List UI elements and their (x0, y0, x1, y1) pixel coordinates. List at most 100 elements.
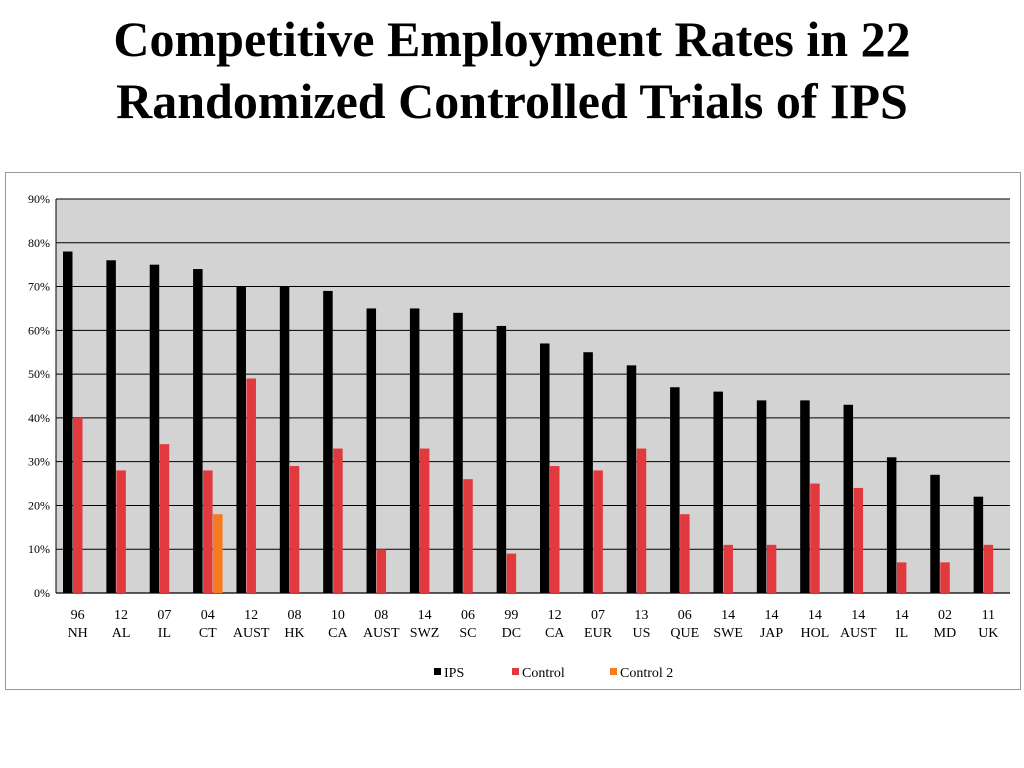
bar-control (550, 466, 560, 593)
x-tick-label-site: HK (284, 626, 304, 641)
x-tick-label-site: MD (934, 626, 957, 641)
bar-ips (63, 251, 73, 593)
bar-ips (366, 308, 377, 593)
x-tick-label-site: US (632, 626, 650, 641)
x-tick-label-site: EUR (584, 626, 613, 641)
x-tick-label-year: 12 (114, 608, 128, 623)
x-tick-label-site: IL (158, 626, 171, 641)
bar-ips (540, 343, 550, 593)
x-tick-label-year: 13 (634, 608, 648, 623)
bar-ips (236, 286, 246, 593)
bar-control (463, 479, 473, 593)
x-tick-label-year: 14 (808, 608, 822, 623)
bar-control (73, 417, 83, 593)
legend-swatch (610, 668, 617, 675)
bar-ips (496, 325, 507, 593)
x-tick-label-site: UK (978, 626, 998, 641)
y-tick-label: 70% (28, 280, 50, 294)
y-tick-label: 50% (28, 367, 50, 381)
x-tick-label-year: 06 (461, 608, 475, 623)
x-tick-label-site: NH (68, 626, 88, 641)
bar-ips (800, 400, 810, 593)
y-tick-label: 20% (28, 498, 50, 512)
x-tick-label-site: CA (328, 626, 348, 641)
bar-control (159, 444, 170, 593)
x-tick-label-year: 99 (504, 608, 518, 623)
legend-label: Control (522, 666, 565, 681)
x-tick-label-year: 08 (288, 608, 302, 623)
x-tick-label-year: 14 (895, 608, 909, 623)
bar-ips (756, 400, 767, 593)
x-tick-label-site: AL (112, 626, 131, 641)
title-line-1: Competitive Employment Rates in 22 (113, 11, 911, 67)
bar-chart: 0% 10% 20% 30% 40% 50% 60% 70% 80% 90% 96 NH 12 AL 07 I… (28, 192, 1010, 681)
x-tick-label-year: 11 (982, 608, 995, 623)
bar-control (116, 470, 126, 593)
x-tick-label-site: AUST (840, 626, 877, 641)
y-tick-label: 80% (28, 236, 50, 250)
bar-ips (973, 496, 984, 593)
title-line-2: Randomized Controlled Trials of IPS (116, 73, 908, 129)
legend-swatch (434, 668, 441, 675)
x-tick-label-site: QUE (670, 626, 699, 641)
x-tick-label-year: 12 (244, 608, 258, 623)
y-tick-label: 60% (28, 323, 50, 337)
legend-swatch (512, 668, 519, 675)
bar-control (983, 544, 994, 593)
x-tick-label-year: 14 (721, 608, 735, 623)
x-tick-label-year: 06 (678, 608, 692, 623)
bar-control (853, 487, 864, 593)
bar-ips (279, 286, 290, 593)
bar-ips (149, 264, 160, 593)
x-tick-label-site: HOL (800, 626, 829, 641)
x-tick-label-site: AUST (363, 626, 400, 641)
bar-ips (193, 269, 203, 593)
bar-ips (930, 474, 940, 593)
x-tick-label-year: 12 (548, 608, 562, 623)
x-tick-label-site: SWE (713, 626, 743, 641)
bar-control (723, 544, 733, 593)
x-tick-label-site: CA (545, 626, 565, 641)
bar-control-2 (213, 514, 223, 593)
bar-control (506, 553, 517, 593)
x-tick-label-year: 02 (938, 608, 952, 623)
x-tick-label-site: IL (895, 626, 908, 641)
x-tick-label-year: 07 (591, 608, 605, 623)
bar-ips (106, 260, 116, 593)
legend-label: Control 2 (620, 666, 673, 681)
bar-control (766, 544, 777, 593)
bar-control (940, 562, 950, 593)
bar-control (896, 562, 907, 593)
y-tick-label: 40% (28, 411, 50, 425)
bar-control (593, 470, 603, 593)
bar-control (333, 448, 343, 593)
chart-frame: 0% 10% 20% 30% 40% 50% 60% 70% 80% 90% 96 NH 12 AL 07 I… (5, 172, 1021, 690)
bar-control (203, 470, 213, 593)
x-tick-label-site: SC (459, 626, 476, 641)
x-tick-label-year: 96 (71, 608, 85, 623)
bar-ips (843, 404, 854, 593)
bar-control (246, 378, 256, 593)
page-title: Competitive Employment Rates in 22 Rando… (0, 8, 1024, 132)
bar-control (636, 448, 647, 593)
x-tick-label-site: DC (502, 626, 521, 641)
x-tick-label-year: 14 (418, 608, 432, 623)
x-tick-label-site: JAP (760, 626, 784, 641)
bar-ips (886, 457, 897, 593)
y-tick-label: 0% (34, 586, 50, 600)
x-tick-label-year: 10 (331, 608, 345, 623)
bar-ips (323, 290, 333, 593)
bar-ips (670, 387, 680, 593)
y-tick-label: 10% (28, 542, 50, 556)
bar-control (376, 549, 387, 593)
x-tick-label-site: AUST (233, 626, 270, 641)
x-tick-label-year: 14 (851, 608, 865, 623)
y-tick-label: 90% (28, 192, 50, 206)
x-tick-label-year: 14 (765, 608, 779, 623)
bar-ips (409, 308, 420, 593)
bar-control (680, 514, 690, 593)
y-tick-label: 30% (28, 455, 50, 469)
legend-label: IPS (444, 666, 464, 681)
bar-ips (713, 391, 723, 593)
x-tick-label-site: SWZ (410, 626, 440, 641)
